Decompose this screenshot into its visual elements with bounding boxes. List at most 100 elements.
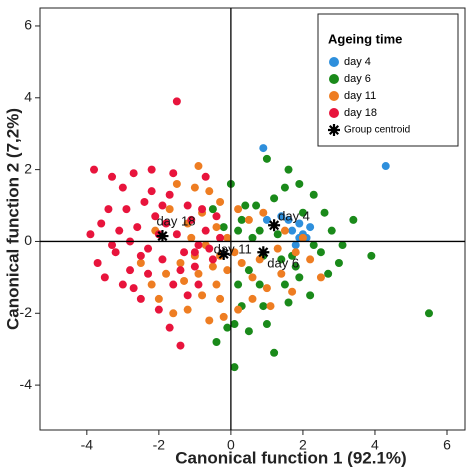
point — [205, 316, 214, 325]
point — [316, 273, 325, 282]
point — [298, 233, 307, 242]
point — [306, 255, 315, 264]
centroid-label: day 18 — [156, 213, 195, 228]
point — [93, 258, 102, 267]
point — [306, 291, 315, 300]
centroid — [217, 248, 230, 261]
point — [295, 219, 304, 228]
point — [165, 190, 174, 199]
point — [201, 172, 210, 181]
point — [316, 248, 325, 257]
point — [255, 226, 264, 235]
point — [280, 226, 289, 235]
point — [144, 244, 153, 253]
legend-title: Ageing time — [328, 31, 402, 46]
point — [244, 327, 253, 336]
point — [273, 230, 282, 239]
point — [205, 187, 214, 196]
point — [118, 183, 127, 192]
point — [219, 223, 228, 232]
point — [241, 201, 250, 210]
point — [248, 273, 257, 282]
point — [237, 215, 246, 224]
point — [266, 302, 275, 311]
point — [262, 154, 271, 163]
point — [172, 230, 181, 239]
point — [284, 165, 293, 174]
point — [140, 197, 149, 206]
x-tick-label: 4 — [371, 437, 379, 453]
centroid-label: day 6 — [267, 256, 299, 271]
point — [176, 266, 185, 275]
point — [158, 255, 167, 264]
x-tick-label: 2 — [299, 437, 307, 453]
point — [169, 169, 178, 178]
centroid — [268, 219, 281, 232]
point — [90, 165, 99, 174]
point — [216, 294, 225, 303]
point — [223, 233, 232, 242]
point — [129, 284, 138, 293]
point — [291, 248, 300, 257]
point — [169, 280, 178, 289]
point — [194, 241, 203, 250]
point — [180, 276, 189, 285]
point — [244, 266, 253, 275]
point — [147, 280, 156, 289]
centroid-label: day 11 — [214, 241, 252, 256]
point — [219, 312, 228, 321]
point — [208, 262, 217, 271]
point — [295, 273, 304, 282]
point — [212, 223, 221, 232]
x-tick-label: -2 — [153, 437, 166, 453]
point — [154, 305, 163, 314]
plot-frame — [39, 7, 466, 431]
point — [230, 320, 239, 329]
point — [183, 291, 192, 300]
point — [190, 248, 199, 257]
point — [86, 230, 95, 239]
centroid — [156, 230, 169, 243]
point — [306, 223, 315, 232]
x-tick-label: -4 — [81, 437, 94, 453]
point — [288, 287, 297, 296]
point — [126, 266, 135, 275]
point — [201, 226, 210, 235]
legend-label: Group centroid — [344, 125, 410, 136]
point — [133, 223, 142, 232]
legend-label: day 11 — [344, 90, 376, 102]
point — [367, 251, 376, 260]
x-tick-label: 0 — [227, 437, 235, 453]
point — [334, 258, 343, 267]
point — [176, 258, 185, 267]
y-axis-title: Canonical function 2 (7,2%) — [3, 108, 22, 330]
point — [165, 205, 174, 214]
legend-label: day 18 — [344, 107, 377, 119]
point — [270, 194, 279, 203]
point — [320, 208, 329, 217]
point — [194, 280, 203, 289]
point — [97, 219, 106, 228]
point — [255, 280, 264, 289]
point — [165, 323, 174, 332]
point — [212, 212, 221, 221]
point — [208, 205, 217, 214]
point — [284, 298, 293, 307]
point — [180, 248, 189, 257]
centroid-label: day 4 — [278, 209, 310, 224]
x-axis-title: Canonical function 1 (92.1%) — [175, 448, 406, 467]
point — [280, 280, 289, 289]
centroid — [257, 246, 270, 259]
point — [198, 205, 207, 214]
point — [212, 338, 221, 347]
point — [147, 165, 156, 174]
point — [104, 205, 113, 214]
point — [169, 309, 178, 318]
point — [248, 233, 257, 242]
point — [216, 197, 225, 206]
point — [234, 205, 243, 214]
point — [194, 162, 203, 171]
point — [183, 201, 192, 210]
point — [223, 266, 232, 275]
point — [259, 302, 268, 311]
